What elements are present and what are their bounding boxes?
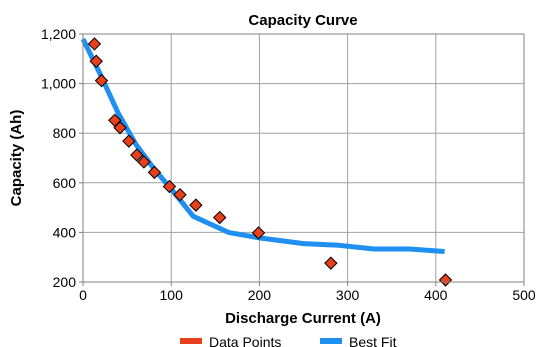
y-tick-label: 1,200 <box>41 26 76 42</box>
data-point <box>89 54 103 68</box>
best-fit-line <box>80 37 445 254</box>
y-tick-label: 800 <box>53 125 77 141</box>
x-tick-label: 0 <box>79 287 87 303</box>
data-point <box>173 187 187 202</box>
y-tick-label: 600 <box>53 175 77 191</box>
y-axis-ticks: 200 400 600 800 1,000 1,200 <box>41 26 83 290</box>
data-point <box>108 113 122 128</box>
best-fit-series <box>80 37 445 254</box>
y-tick-label: 200 <box>53 274 77 290</box>
grid-lines <box>83 34 524 282</box>
data-point <box>137 155 151 169</box>
legend: Data Points Best Fit <box>180 334 397 347</box>
data-point <box>162 179 177 194</box>
data-point <box>213 210 227 225</box>
legend-label-best-fit: Best Fit <box>349 334 397 347</box>
data-point <box>147 165 162 180</box>
legend-swatch-data-points <box>180 338 202 344</box>
data-point <box>130 148 144 162</box>
x-axis-title: Discharge Current (A) <box>225 310 381 327</box>
x-tick-label: 200 <box>248 287 272 303</box>
data-point <box>113 121 127 135</box>
legend-label-data-points: Data Points <box>209 334 281 347</box>
x-tick-label: 500 <box>512 287 536 303</box>
chart-title: Capacity Curve <box>248 12 357 29</box>
legend-swatch-best-fit <box>320 338 342 344</box>
plot-frame <box>82 33 525 283</box>
x-tick-label: 300 <box>336 287 360 303</box>
data-point <box>251 226 266 240</box>
data-point <box>324 256 338 270</box>
data-points-series <box>87 37 453 287</box>
x-axis-ticks: 0 100 200 300 400 500 <box>79 282 536 303</box>
data-point <box>87 37 102 51</box>
plot-area <box>83 34 524 282</box>
y-axis-title: Capacity (Ah) <box>8 110 25 207</box>
data-point <box>438 273 453 287</box>
y-tick-label: 1,000 <box>41 76 76 92</box>
x-tick-label: 400 <box>424 287 448 303</box>
data-point <box>189 198 203 212</box>
data-point <box>94 73 109 88</box>
y-tick-label: 400 <box>53 224 77 240</box>
data-point <box>122 134 136 148</box>
x-tick-label: 100 <box>160 287 184 303</box>
